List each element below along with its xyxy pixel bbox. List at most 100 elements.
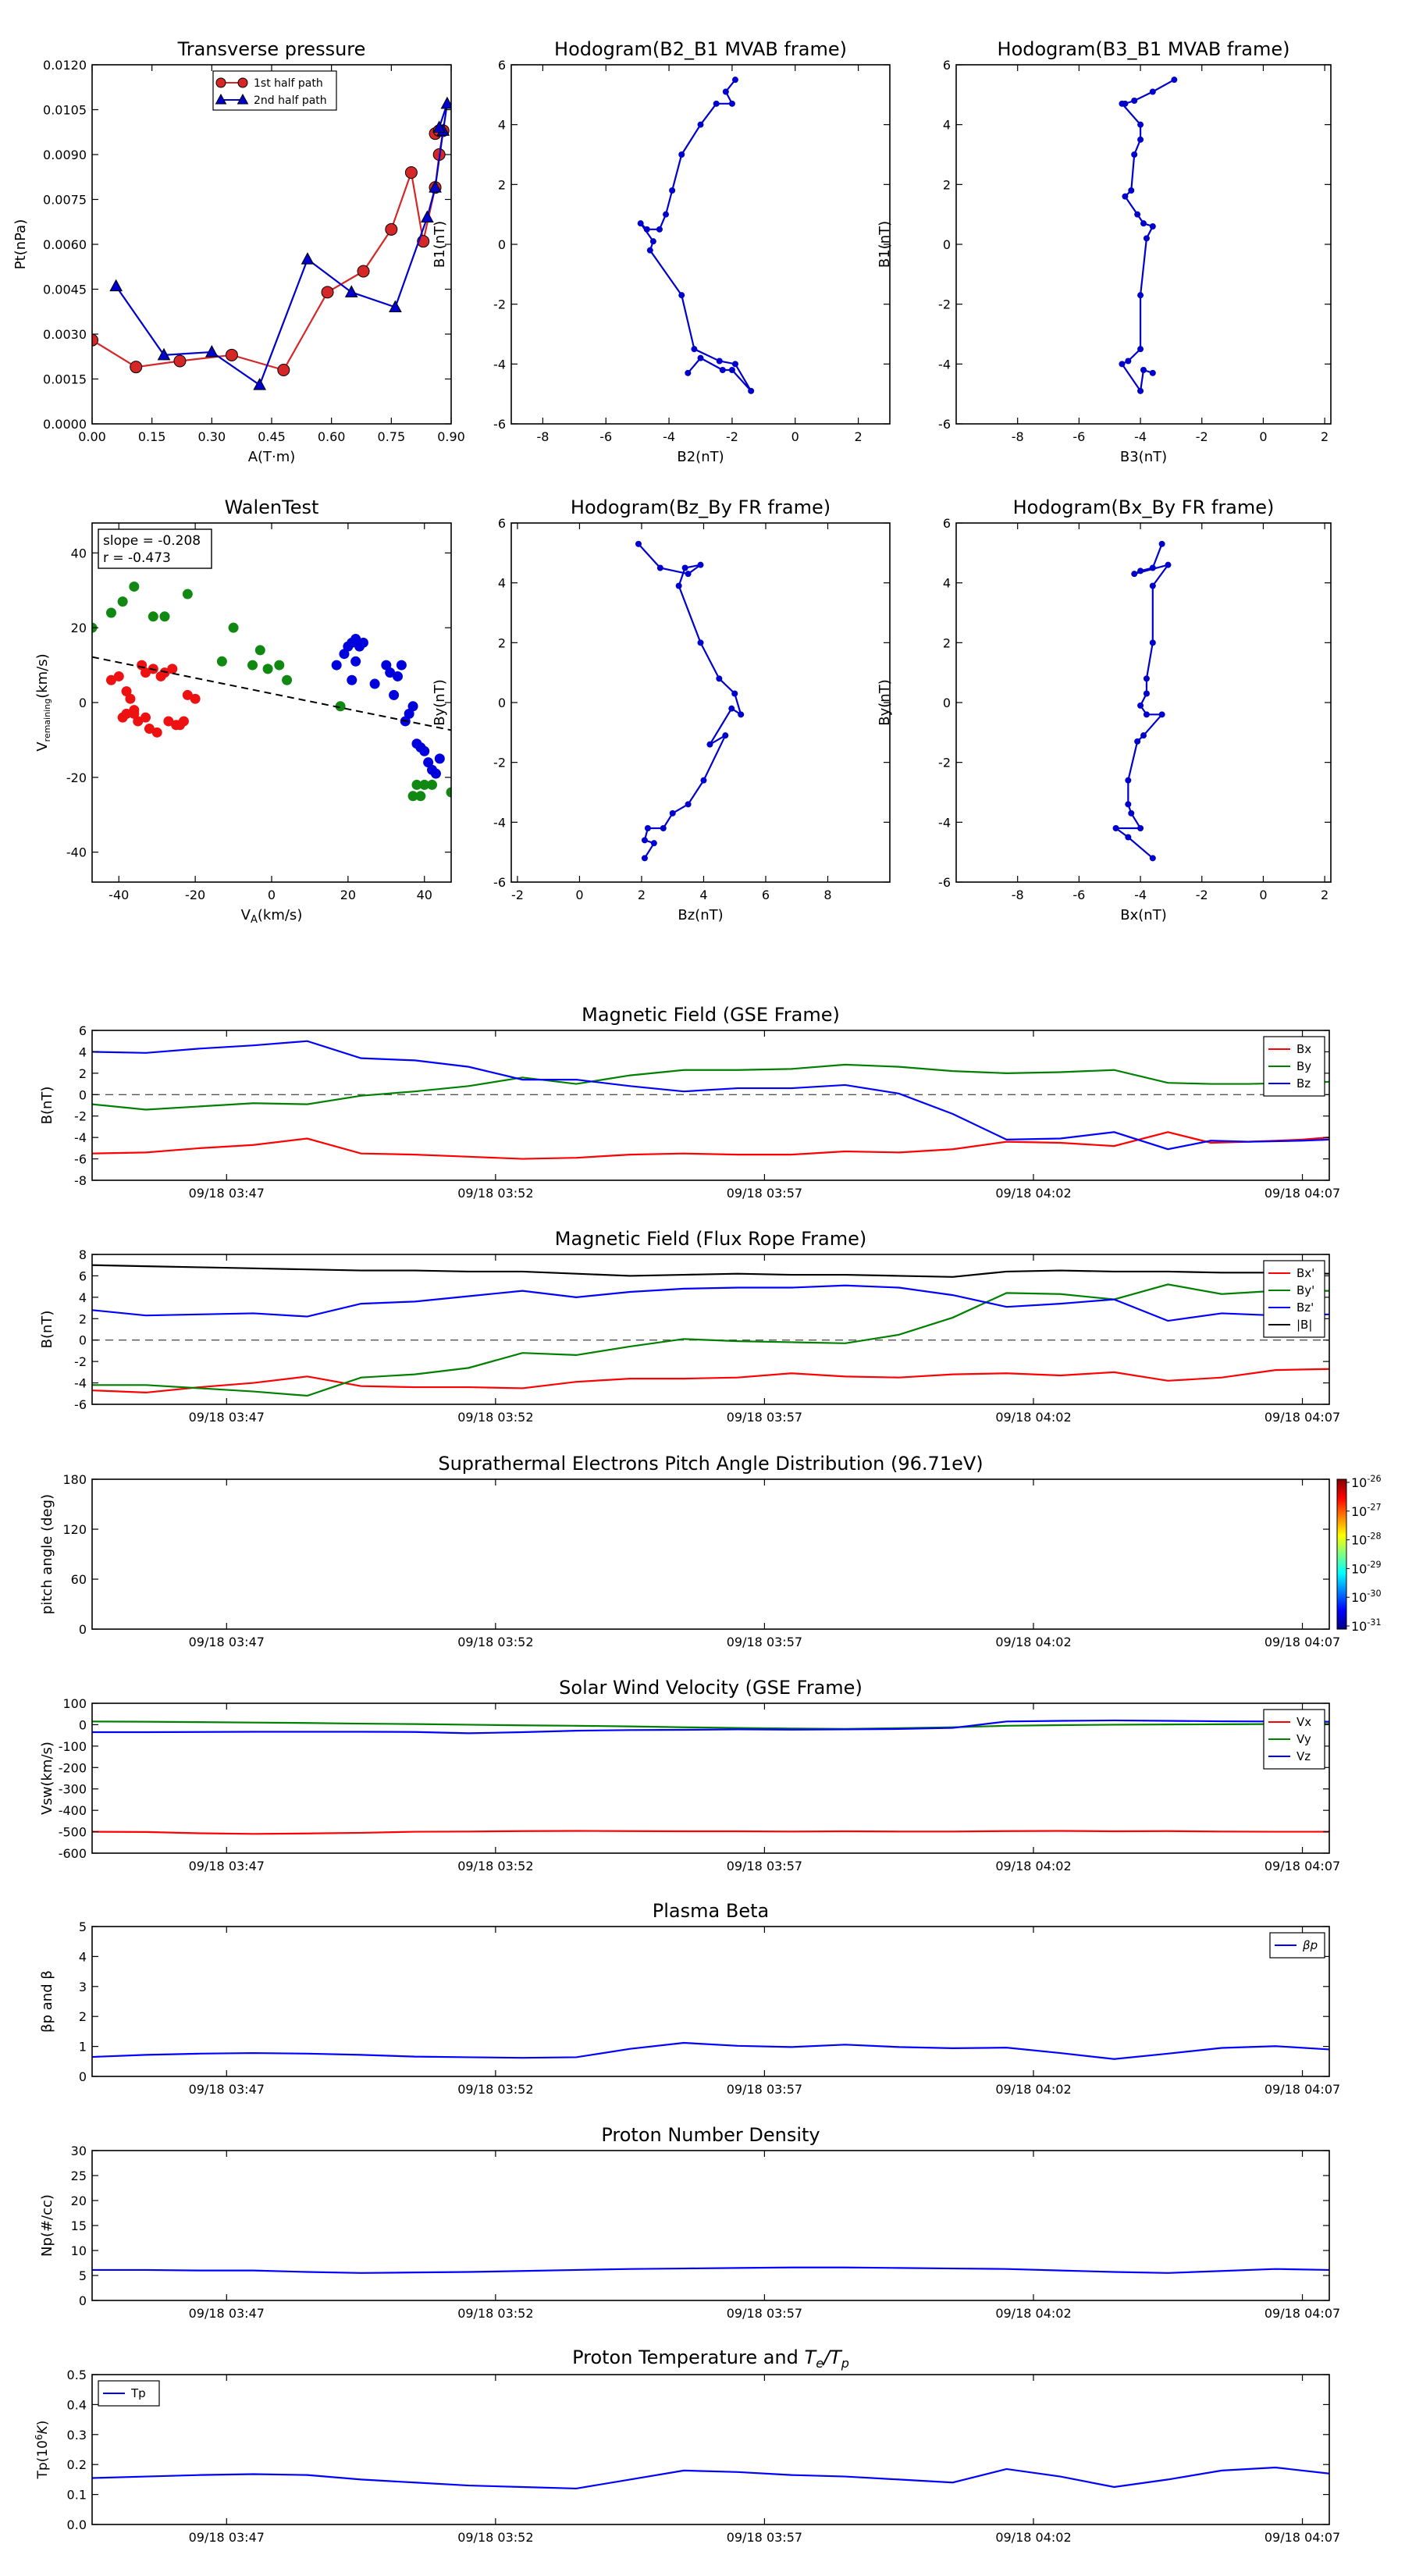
x-tick-label: 09/18 03:52 (457, 1635, 533, 1649)
legend-marker (215, 93, 227, 105)
series-0-point (656, 226, 663, 233)
plot-frame (91, 2374, 1330, 2525)
y-tick-label: 0 (79, 2293, 87, 2308)
series-0-point (728, 100, 735, 107)
series-2nd-half-path-point (440, 96, 451, 109)
y-tick-label: -40 (66, 845, 87, 860)
fit-line (92, 656, 451, 731)
x-tick-label: -4 (1134, 888, 1147, 902)
plot-area (1112, 540, 1172, 862)
plot-area (92, 2266, 1329, 2274)
y-tick-label: 0.0030 (43, 327, 87, 342)
series-0-point (685, 801, 692, 808)
series-2nd-half-path-point (429, 180, 442, 193)
series-2nd-half-path-line (115, 103, 448, 386)
y-tick-label: -2 (938, 756, 951, 770)
series-0-point (681, 564, 688, 571)
series-0-line (92, 2266, 1329, 2274)
series-0-point (1119, 361, 1126, 368)
chart-title: Solar Wind Velocity (GSE Frame) (559, 1677, 863, 1699)
legend-box (1263, 1260, 1325, 1338)
x-tick-label: 09/18 04:07 (1264, 2082, 1340, 2097)
y-tick-label: 0.0075 (43, 193, 87, 208)
series-0-point (669, 187, 676, 194)
chart-mag-gse: Magnetic Field (GSE Frame) 09/18 03:47 09/… (39, 1004, 1340, 1201)
x-tick-label: -6 (1072, 429, 1085, 444)
colorbar-label: 10-26 (1351, 1474, 1382, 1490)
y-tick-label: -2 (74, 1354, 87, 1369)
series-0-point (1131, 571, 1138, 578)
x-tick-label: 2 (1321, 888, 1329, 902)
y-axis-label: By(nT) (877, 679, 893, 725)
y-tick-label: 0 (943, 696, 951, 710)
y-tick-label: 20 (71, 621, 87, 635)
chart-title: Magnetic Field (Flux Rope Frame) (555, 1228, 866, 1250)
x-axis-label: VA(km/s) (241, 907, 303, 926)
series-0-point (151, 727, 162, 738)
y-tick-label: -4 (493, 357, 506, 372)
y-tick-label: -4 (493, 815, 506, 830)
series-0-point (1122, 193, 1129, 200)
series-0-point (691, 346, 698, 353)
series-2-point (423, 757, 434, 768)
legend-label: |B| (1297, 1318, 1312, 1332)
y-tick-label: 2 (79, 1311, 87, 1326)
series-0-point (731, 690, 738, 697)
y-tick-label: -100 (59, 1739, 87, 1754)
series-2nd-half-path-point (389, 300, 402, 312)
series-0-point (159, 667, 170, 678)
y-tick-label: 2 (79, 2009, 87, 2024)
plot-frame (510, 522, 891, 883)
x-tick-label: 0 (1259, 888, 1267, 902)
series-0-point (1137, 387, 1144, 394)
legend-marker (237, 77, 248, 88)
chart-title: Hodogram(Bx_By FR frame) (1013, 496, 1275, 518)
series-0-point (1149, 564, 1156, 571)
chart-title: Proton Temperature and Te/Tp (572, 2347, 849, 2371)
x-tick-label: 2 (638, 888, 646, 902)
y-tick-label: -300 (59, 1782, 87, 1797)
colorbar-label: 10-27 (1351, 1503, 1382, 1519)
series-1st-half-path-point (321, 286, 334, 299)
plot-frame (955, 522, 1332, 883)
y-tick-label: -200 (59, 1760, 87, 1775)
series--b--line (92, 1264, 1329, 1278)
y-tick-label: 2 (498, 177, 506, 192)
series-0-point (1149, 88, 1156, 95)
series-0-line (1113, 543, 1171, 859)
series-0-point (646, 247, 653, 254)
plot-frame (91, 64, 452, 425)
y-tick-label: 4 (79, 1290, 87, 1305)
series-0-point (1165, 561, 1172, 568)
y-tick-label: 6 (943, 58, 951, 73)
x-tick-label: 0 (575, 888, 583, 902)
y-tick-label: -4 (938, 357, 951, 372)
y-tick-label: 0.0015 (43, 372, 87, 387)
x-axis-label: Bz(nT) (678, 907, 723, 923)
y-tick-label: -4 (938, 815, 951, 830)
legend-label: Bz (1297, 1076, 1311, 1091)
y-tick-label: 0 (79, 1717, 87, 1732)
series-0-point (1131, 151, 1138, 158)
chart-hodogram-bz-by: Hodogram(Bz_By FR frame) -2 0 2 4 6 8 -6 -4 -2 0 2 4… (432, 496, 891, 923)
x-tick-label: 2 (1321, 429, 1329, 444)
plot-frame (91, 522, 452, 883)
series-0-point (644, 825, 651, 831)
series-0-point (129, 708, 140, 719)
y-tick-label: 0.3 (67, 2428, 87, 2443)
series-1-point (282, 674, 293, 685)
legend-label: Tp (130, 2386, 146, 2400)
x-tick-label: 20 (340, 888, 356, 902)
x-tick-label: -6 (599, 429, 612, 444)
series-0-point (706, 741, 713, 748)
x-tick-label: -6 (1072, 888, 1085, 902)
x-tick-label: 09/18 04:07 (1264, 2306, 1340, 2321)
series-0-point (1149, 639, 1156, 646)
x-tick-label: 09/18 03:57 (727, 2530, 802, 2545)
series-2-point (404, 708, 414, 719)
y-tick-label: 2 (498, 635, 506, 650)
series-0-point (669, 809, 676, 817)
plot-frame (91, 1254, 1330, 1405)
y-tick-label: 0.0120 (43, 58, 87, 73)
legend-label: βp (1302, 1938, 1318, 1952)
